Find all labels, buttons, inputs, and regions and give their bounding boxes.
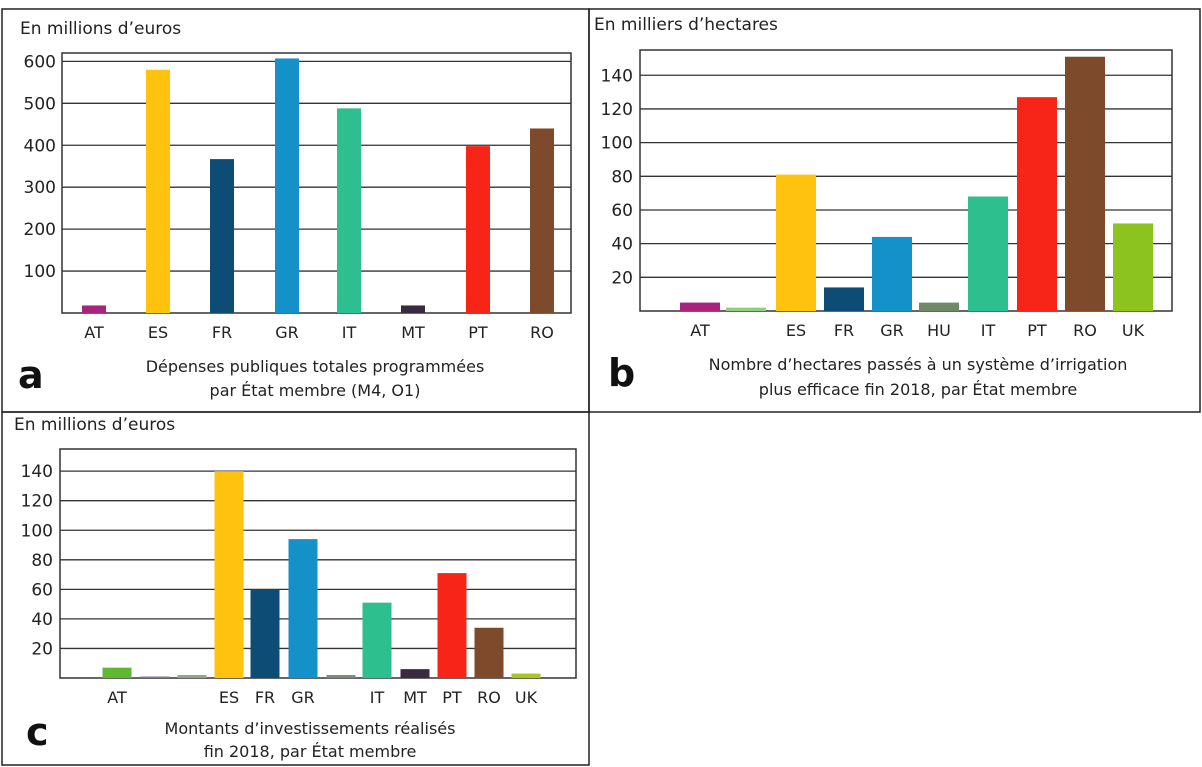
chart-c-bar-at [103, 668, 132, 678]
chart-panel-c: En millions d’euros 20 40 60 80 100 120 140 AT… [14, 415, 576, 761]
chart-a-bar-gr [275, 58, 299, 313]
chart-a-bar-pt [466, 146, 490, 313]
chart-c-x-tick-label: PT [442, 688, 462, 707]
chart-a-x-tick-label: ES [148, 323, 168, 342]
chart-b-y-tick-label: 80 [611, 167, 633, 187]
chart-c-x-tick-label: GR [291, 688, 315, 707]
chart-b-y-tick-label: 60 [611, 201, 633, 221]
chart-b-caption-line-1: Nombre d’hectares passés à un système d’… [709, 355, 1128, 374]
chart-panel-a: En millions d’euros 100 200 300 400 500 600 A… [18, 19, 571, 400]
chart-c-x-tick-label: UK [515, 688, 538, 707]
chart-a-caption-line-1: Dépenses publiques totales programmées [146, 357, 485, 376]
chart-a-unit-label: En millions d’euros [20, 19, 181, 39]
chart-a-x-tick-label: MT [401, 323, 425, 342]
chart-c-y-tick-label: 60 [31, 580, 53, 600]
chart-b-x-tick-label: IT [981, 321, 996, 340]
chart-c-bar-it [363, 603, 392, 678]
chart-a-x-tick-label: PT [468, 323, 488, 342]
chart-a-x-tick-label: GR [275, 323, 299, 342]
chart-c-bar-es [215, 471, 244, 678]
chart-c-bar-unlabeled [178, 675, 207, 678]
chart-a-x-tick-label: FR [212, 323, 232, 342]
chart-a-x-tick-label: IT [342, 323, 357, 342]
chart-panel-b: En milliers d’hectares 20 40 60 80 100 120 140… [594, 15, 1172, 399]
chart-b-x-tick-label: HU [927, 321, 951, 340]
chart-b-y-tick-label: 20 [611, 268, 633, 288]
chart-c-x-tick-label: ES [219, 688, 239, 707]
chart-c-bar-mt [401, 669, 430, 678]
chart-a-x-tick-label: AT [84, 323, 104, 342]
chart-a-bar-fr [210, 159, 234, 313]
chart-a-bar-es [146, 70, 170, 313]
chart-c-caption-line-1: Montants d’investissements réalisés [165, 719, 456, 738]
chart-a-y-tick-label: 300 [24, 178, 56, 198]
chart-b-bar-ro [1065, 57, 1105, 311]
chart-b-bar-fr [824, 287, 864, 311]
chart-c-bar-uk [512, 674, 541, 678]
chart-a-y-tick-label: 200 [24, 220, 56, 240]
chart-a-bar-it [337, 108, 361, 313]
chart-b-y-tick-label: 140 [601, 66, 633, 86]
chart-b-y-tick-label: 40 [611, 235, 633, 255]
chart-b-bar-it [968, 196, 1008, 311]
chart-a-plot-area [62, 53, 571, 313]
chart-c-y-tick-label: 120 [21, 492, 53, 512]
chart-c-y-tick-label: 100 [21, 521, 53, 541]
chart-c-unit-label: En millions d’euros [14, 415, 175, 435]
chart-b-x-tick-label: FR [834, 321, 854, 340]
chart-b-x-tick-label: PT [1027, 321, 1047, 340]
chart-b-x-tick-label: ES [786, 321, 806, 340]
chart-c-x-tick-label: RO [477, 688, 501, 707]
chart-c-bar-unlabeled [327, 675, 356, 678]
chart-b-caption-line-2: plus efficace fin 2018, par État membre [759, 380, 1077, 399]
chart-c-bar-unlabeled [141, 677, 170, 678]
chart-a-bar-at [82, 305, 106, 313]
chart-c-bar-ro [475, 628, 504, 678]
chart-b-y-tick-label: 120 [601, 100, 633, 120]
chart-a-bar-ro [530, 128, 554, 313]
chart-b-x-tick-label: GR [880, 321, 904, 340]
chart-b-unit-label: En milliers d’hectares [594, 15, 778, 35]
chart-c-caption-line-2: fin 2018, par État membre [204, 742, 417, 761]
chart-c-x-tick-label: MT [403, 688, 427, 707]
chart-c-x-tick-label: IT [370, 688, 385, 707]
chart-c-bar-gr [289, 539, 318, 678]
chart-a-panel-letter: a [18, 353, 44, 397]
chart-b-bar-gr [872, 237, 912, 311]
chart-c-y-tick-label: 20 [31, 639, 53, 659]
chart-a-y-tick-label: 100 [24, 262, 56, 282]
chart-b-bar-pt [1017, 97, 1057, 311]
chart-c-x-tick-label: FR [255, 688, 275, 707]
chart-c-bar-pt [438, 573, 467, 678]
chart-b-bar-unlabeled [726, 308, 766, 311]
chart-b-bar-es [776, 175, 816, 311]
chart-a-bar-mt [401, 305, 425, 313]
chart-a-y-tick-label: 600 [24, 52, 56, 72]
chart-a-y-tick-label: 500 [24, 94, 56, 114]
chart-a-caption-line-2: par État membre (M4, O1) [210, 381, 421, 400]
chart-c-y-tick-label: 140 [21, 462, 53, 482]
chart-b-x-tick-label: UK [1122, 321, 1145, 340]
chart-b-x-tick-label: AT [690, 321, 710, 340]
chart-b-panel-letter: b [608, 351, 635, 395]
chart-b-bar-uk [1113, 223, 1153, 311]
chart-c-bar-fr [251, 589, 280, 678]
chart-b-bar-at [680, 303, 720, 311]
chart-c-y-tick-label: 80 [31, 551, 53, 571]
chart-b-y-tick-label: 100 [601, 134, 633, 154]
chart-c-x-tick-label: AT [107, 688, 127, 707]
chart-a-y-tick-label: 400 [24, 136, 56, 156]
chart-c-y-tick-label: 40 [31, 610, 53, 630]
chart-b-x-tick-label: RO [1073, 321, 1097, 340]
chart-c-panel-letter: c [26, 710, 49, 754]
chart-b-bar-hu [919, 303, 959, 311]
chart-a-x-tick-label: RO [530, 323, 554, 342]
